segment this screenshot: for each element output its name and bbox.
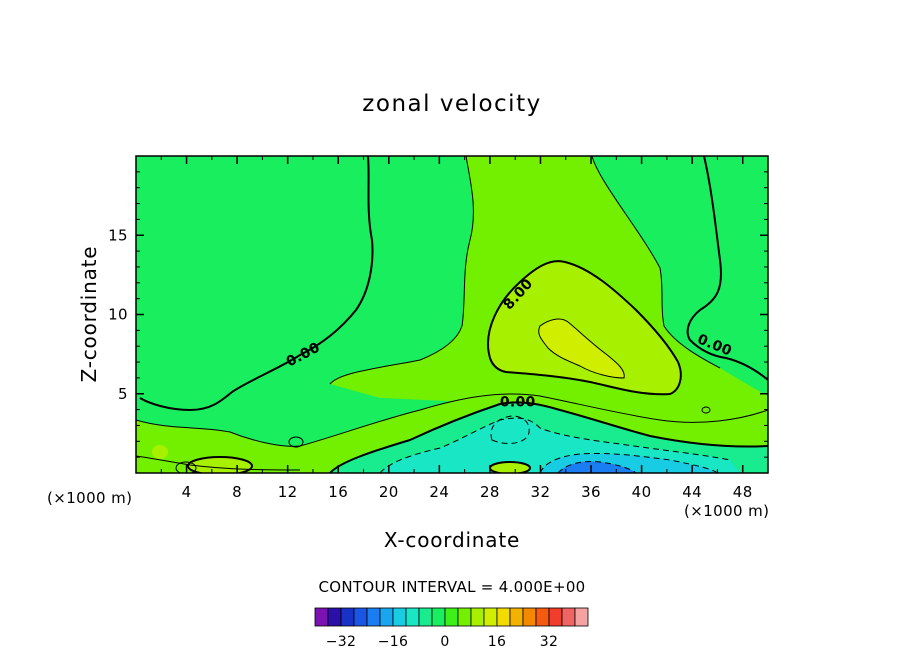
colorbar-tick-label: −16	[378, 634, 408, 650]
colorbar-swatch	[548, 607, 563, 627]
colorbar: −32 −16 0 16 32	[314, 607, 589, 650]
y-tick-label: 5	[118, 385, 128, 403]
contour-zero-right	[686, 156, 768, 381]
contour-patch	[288, 436, 304, 448]
x-tick-label: 4	[182, 483, 192, 501]
colorbar-swatch	[379, 607, 394, 627]
field-band-12-16	[538, 319, 625, 378]
colorbar-swatch	[405, 607, 420, 627]
colorbar-swatch	[535, 607, 550, 627]
colorbar-tick-label: 0	[440, 634, 449, 650]
x-tick-label: 20	[379, 483, 399, 501]
contour-label: 0.00	[500, 395, 536, 411]
x-tick-label: 12	[278, 483, 298, 501]
y-axis: 5 10 15	[108, 171, 768, 458]
colorbar-swatch	[522, 607, 537, 627]
contour-minus-eight	[539, 452, 719, 473]
y-axis-title: Z-coordinate	[77, 246, 101, 383]
colorbar-swatch	[457, 607, 472, 627]
colorbar-swatch	[470, 607, 485, 627]
field-patch	[490, 462, 530, 473]
contour-eight	[487, 260, 682, 396]
velocity-field: 0.008.000.000.00	[136, 156, 768, 473]
y-tick-label: 15	[108, 226, 128, 244]
colorbar-swatch	[392, 607, 407, 627]
colorbar-swatch	[431, 607, 446, 627]
x-tick-label: 48	[733, 483, 753, 501]
x-unit-label-left: (×1000 m)	[47, 489, 132, 507]
field-band-8-12	[488, 261, 681, 395]
contour-label-group: 0.00	[500, 395, 536, 411]
colorbar-swatch	[366, 607, 381, 627]
contour-lower-band	[136, 393, 768, 447]
chart-title: zonal velocity	[362, 91, 541, 117]
contour-lines	[136, 156, 768, 473]
contour-patch	[701, 406, 711, 414]
contour-twelve	[538, 318, 625, 379]
colorbar-swatch	[509, 607, 524, 627]
colorbar-swatch	[496, 607, 511, 627]
y-tick-label: 10	[108, 306, 128, 324]
contour-minus-twelve	[557, 461, 637, 473]
x-tick-label: 16	[328, 483, 348, 501]
x-tick-label: 24	[429, 483, 449, 501]
field-patch	[152, 445, 168, 459]
colorbar-swatch	[353, 607, 368, 627]
colorbar-swatch	[327, 607, 342, 627]
x-unit-label-right: (×1000 m)	[684, 502, 769, 520]
colorbar-tick-label: 16	[488, 634, 506, 650]
contour-four-plume	[329, 156, 474, 385]
x-axis-title: X-coordinate	[384, 528, 520, 552]
x-axis: 4 8 12 16 20 24 28 32 36 40 44 48	[160, 156, 753, 501]
colorbar-swatch	[340, 607, 355, 627]
colorbar-tick-label: 32	[540, 634, 558, 650]
x-tick-label: 40	[632, 483, 652, 501]
colorbar-tick-label: −32	[326, 634, 356, 650]
colorbar-swatch	[561, 607, 576, 627]
x-tick-label: 8	[232, 483, 242, 501]
x-tick-label: 28	[480, 483, 500, 501]
contour-four-plume-right	[591, 156, 721, 369]
colorbar-swatch	[483, 607, 498, 627]
colorbar-swatch	[574, 607, 589, 627]
x-tick-label: 36	[581, 483, 601, 501]
colorbar-swatch	[444, 607, 459, 627]
contour-zero-left	[139, 156, 374, 412]
contour-zero-surface	[329, 401, 768, 473]
contour-minus-four-loop	[490, 415, 530, 444]
x-tick-label: 32	[531, 483, 551, 501]
colorbar-swatch	[314, 607, 329, 627]
field-band-4-8	[136, 156, 768, 473]
contour-interval-label: CONTOUR INTERVAL = 4.000E+00	[318, 578, 585, 596]
contour-minus-four	[379, 417, 731, 473]
contour-patch	[175, 461, 197, 473]
colorbar-swatch	[418, 607, 433, 627]
x-tick-label: 44	[682, 483, 702, 501]
contour-patch	[187, 456, 253, 473]
